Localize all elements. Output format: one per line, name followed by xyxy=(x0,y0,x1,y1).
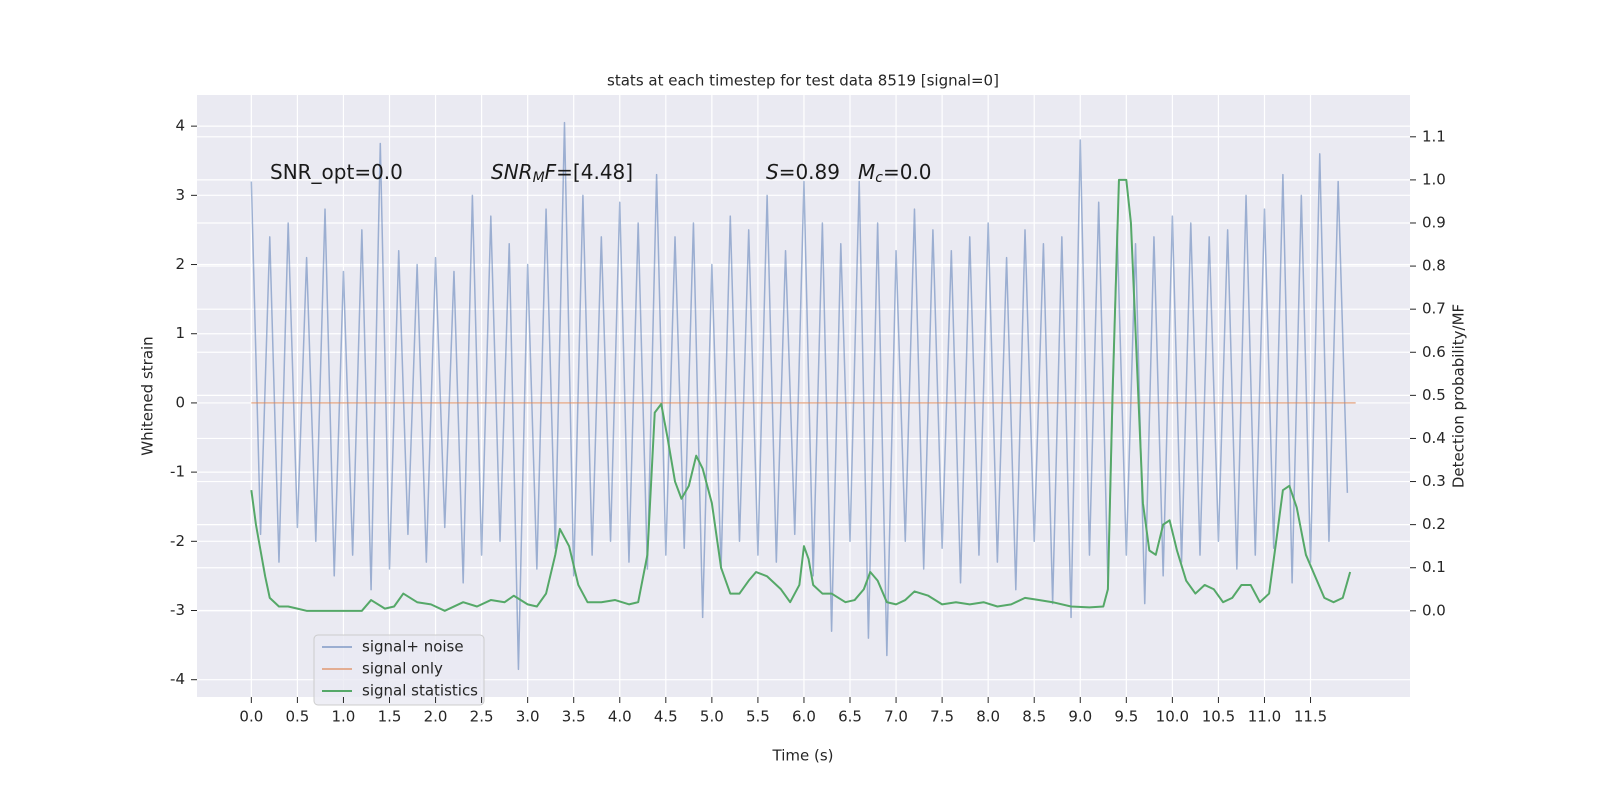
y2-tick-label: 0.3 xyxy=(1422,472,1446,490)
y-tick-label: 2 xyxy=(175,255,185,273)
x-tick-label: 5.5 xyxy=(746,708,770,726)
x-tick-label: 2.0 xyxy=(424,708,448,726)
annotation-part: M xyxy=(858,160,875,184)
chart-title: stats at each timestep for test data 851… xyxy=(607,72,999,90)
x-tick-label: 11.0 xyxy=(1248,708,1281,726)
x-tick-label: 10.5 xyxy=(1202,708,1235,726)
series-line xyxy=(250,178,1352,612)
x-tick-label: 5.0 xyxy=(700,708,724,726)
y2-tick-label: 0.5 xyxy=(1422,386,1446,404)
y2-tick-label: 0.6 xyxy=(1422,343,1446,361)
x-tick-label: 1.0 xyxy=(332,708,356,726)
x-tick-label: 4.5 xyxy=(654,708,678,726)
y-tick-label: -1 xyxy=(170,463,185,481)
x-tick-label: 10.0 xyxy=(1156,708,1189,726)
y2-tick-label: 1.1 xyxy=(1422,127,1446,145)
x-axis-label: Time (s) xyxy=(772,747,834,765)
x-tick-label: 3.5 xyxy=(562,708,586,726)
y-tick-label: -3 xyxy=(170,601,185,619)
y2-tick-label: 0.7 xyxy=(1422,300,1446,318)
y-tick-label: 0 xyxy=(175,393,185,411)
x-tick-label: 0.5 xyxy=(285,708,309,726)
x-tick-label: 8.0 xyxy=(976,708,1000,726)
y-tick-label: -4 xyxy=(170,670,185,688)
y-tick-label: -2 xyxy=(170,532,185,550)
legend-label: signal statistics xyxy=(362,682,478,700)
x-tick-label: 3.0 xyxy=(516,708,540,726)
y2-tick-label: 0.4 xyxy=(1422,429,1446,447)
annotation: SNR_opt=0.0 xyxy=(270,160,403,184)
y2-axis-label: Detection probability/MF xyxy=(1450,304,1468,488)
annotation-part: S xyxy=(766,160,779,184)
x-tick-label: 2.5 xyxy=(470,708,494,726)
x-tick-label: 8.5 xyxy=(1022,708,1046,726)
x-tick-label: 7.0 xyxy=(884,708,908,726)
x-tick-label: 4.0 xyxy=(608,708,632,726)
y-axis-label: Whitened strain xyxy=(139,336,157,455)
y2-tick-label: 0.0 xyxy=(1422,601,1446,619)
x-tick-label: 0.0 xyxy=(239,708,263,726)
legend-label: signal only xyxy=(362,660,443,678)
annotation: SNRMF=[4.48] xyxy=(491,160,633,187)
y-tick-label: 1 xyxy=(175,324,185,342)
y2-tick-label: 0.2 xyxy=(1422,515,1446,533)
y-tick-label: 3 xyxy=(175,186,185,204)
y-tick-label: 4 xyxy=(175,117,185,135)
annotation-part: M xyxy=(533,170,545,186)
x-tick-label: 9.0 xyxy=(1068,708,1092,726)
legend-box xyxy=(313,634,485,706)
annotation-part: SNR_opt=0.0 xyxy=(270,160,403,184)
series-line xyxy=(250,121,1349,671)
annotation-part: SNR xyxy=(491,160,533,184)
annotation: S=0.89 xyxy=(766,160,840,184)
annotation-part: c xyxy=(875,170,883,186)
annotation-part: =0.0 xyxy=(883,160,932,184)
y2-tick-label: 0.9 xyxy=(1422,213,1446,231)
x-tick-label: 9.5 xyxy=(1114,708,1138,726)
x-tick-label: 1.5 xyxy=(378,708,402,726)
annotation-part: =[4.48] xyxy=(556,160,633,184)
x-tick-label: 11.5 xyxy=(1294,708,1327,726)
x-tick-label: 6.0 xyxy=(792,708,816,726)
annotation-part: =0.89 xyxy=(779,160,840,184)
legend-label: signal+ noise xyxy=(362,638,464,656)
y2-tick-label: 0.1 xyxy=(1422,558,1446,576)
y2-tick-label: 1.0 xyxy=(1422,170,1446,188)
y2-tick-label: 0.8 xyxy=(1422,257,1446,275)
annotation-part: F xyxy=(545,160,557,184)
x-tick-label: 7.5 xyxy=(930,708,954,726)
annotation: Mc=0.0 xyxy=(858,160,932,187)
x-tick-label: 6.5 xyxy=(838,708,862,726)
